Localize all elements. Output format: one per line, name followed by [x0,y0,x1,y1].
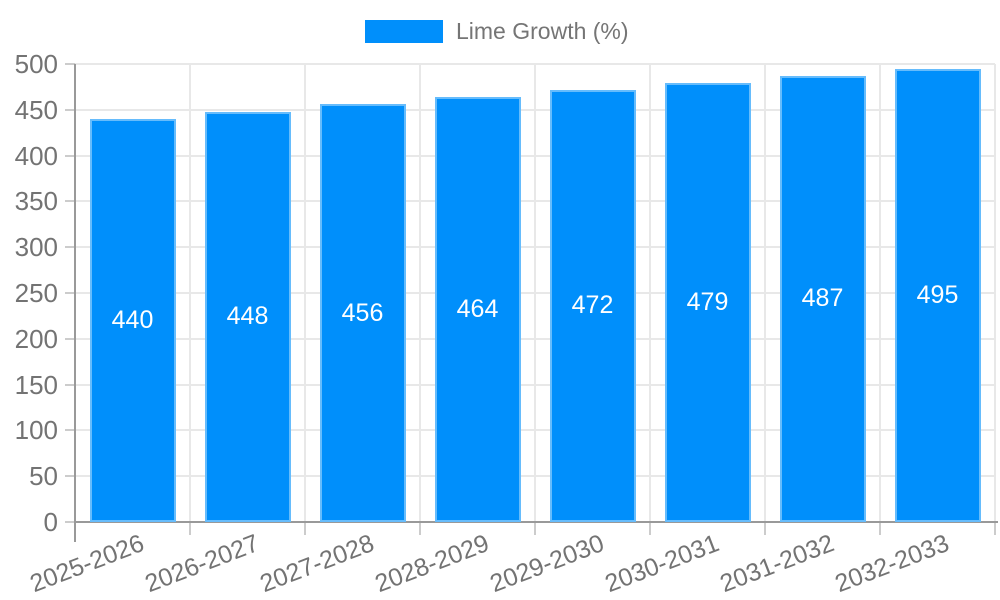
x-axis-line [75,521,998,523]
legend-label: Lime Growth (%) [456,17,629,44]
y-axis-tick-label: 0 [43,507,58,537]
x-axis-tick [994,522,996,535]
x-gridline [534,64,536,522]
y-axis-tick [65,63,75,65]
y-axis-tick-label: 150 [14,369,58,400]
y-axis-line [74,64,76,542]
y-axis-tick [65,292,75,294]
x-axis-tick [534,522,536,535]
y-axis-tick-label: 200 [14,323,58,354]
x-axis-category-label: 2028-2029 [371,529,493,599]
x-axis-category-label: 2025-2026 [26,529,148,599]
x-axis-tick [879,522,881,535]
x-axis-category-label: 2026-2027 [141,529,263,599]
y-axis-tick [65,429,75,432]
y-axis-tick [65,246,75,249]
y-axis-tick [65,475,75,478]
y-axis-tick [65,383,75,386]
x-axis-tick [764,522,766,535]
x-gridline [879,64,881,522]
y-axis-tick-label: 50 [29,461,58,492]
y-axis-tick [65,337,75,340]
bar-2030-2031[interactable]: 479 [664,83,751,522]
bar-2031-2032[interactable]: 487 [779,75,866,522]
x-axis-tick [419,522,421,535]
y-axis-tick-label: 100 [14,415,58,446]
y-axis-tick-label: 450 [14,94,58,125]
bar-value-label: 472 [571,291,614,320]
x-gridline [994,64,996,522]
bar-value-label: 448 [226,302,269,331]
x-axis-category-label: 2027-2028 [256,529,378,599]
y-axis-tick-label: 400 [14,140,58,171]
bar-value-label: 479 [686,288,729,317]
bar-2029-2030[interactable]: 472 [549,89,636,522]
y-axis-tick-label: 500 [14,49,58,79]
x-axis-category-label: 2031-2032 [716,529,838,599]
x-gridline [189,64,191,522]
legend-swatch-icon [365,19,443,43]
x-gridline [649,64,651,522]
bar-2028-2029[interactable]: 464 [434,96,521,522]
y-axis-tick [65,521,75,523]
bar-2027-2028[interactable]: 456 [319,104,406,522]
x-gridline [304,64,306,522]
x-axis-tick [649,522,651,535]
legend[interactable]: Lime Growth (%) [365,17,629,45]
bar-value-label: 456 [341,298,384,327]
bar-2025-2026[interactable]: 440 [89,118,176,522]
x-axis-category-label: 2032-2033 [831,529,953,599]
bar-value-label: 440 [111,305,154,334]
x-axis-tick [189,522,191,535]
x-axis-category-label: 2029-2030 [486,529,608,599]
x-gridline [419,64,421,522]
y-axis-tick [65,200,75,203]
bar-value-label: 495 [916,280,959,309]
bar-2026-2027[interactable]: 448 [204,111,291,522]
bar-value-label: 487 [801,284,844,313]
y-axis-tick-label: 300 [14,232,58,263]
x-axis-category-label: 2030-2031 [601,529,723,599]
bar-value-label: 464 [456,294,499,323]
y-axis-tick [65,108,75,111]
x-gridline [764,64,766,522]
y-axis-tick-label: 250 [14,278,58,308]
y-axis-tick-label: 350 [14,186,58,217]
y-axis-tick [65,154,75,157]
bar-2032-2033[interactable]: 495 [894,68,981,522]
x-axis-tick [304,522,306,535]
